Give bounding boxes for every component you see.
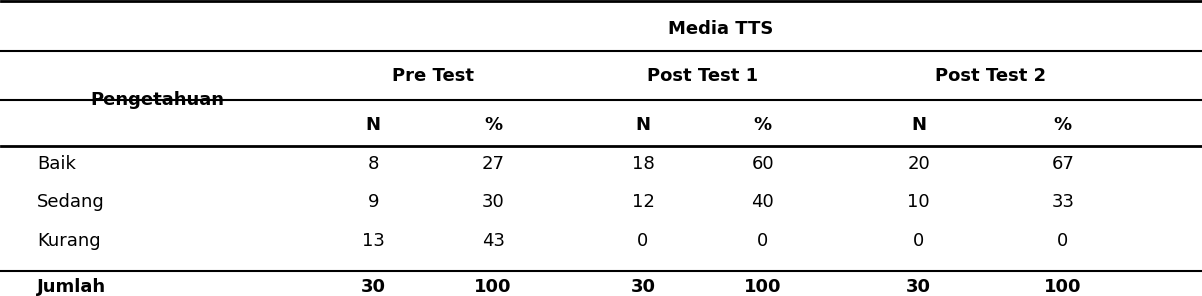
Text: 12: 12 xyxy=(631,193,654,211)
Text: 20: 20 xyxy=(908,155,930,173)
Text: 33: 33 xyxy=(1052,193,1075,211)
Text: 18: 18 xyxy=(631,155,654,173)
Text: Pengetahuan: Pengetahuan xyxy=(90,91,225,110)
Text: Sedang: Sedang xyxy=(37,193,105,211)
Text: 0: 0 xyxy=(637,232,649,250)
Text: 100: 100 xyxy=(744,279,781,296)
Text: 40: 40 xyxy=(751,193,774,211)
Text: Kurang: Kurang xyxy=(37,232,101,250)
Text: 60: 60 xyxy=(751,155,774,173)
Text: 0: 0 xyxy=(914,232,924,250)
Text: Post Test 2: Post Test 2 xyxy=(935,67,1046,85)
Text: 43: 43 xyxy=(482,232,505,250)
Text: 27: 27 xyxy=(482,155,505,173)
Text: N: N xyxy=(636,116,650,134)
Text: 30: 30 xyxy=(631,279,655,296)
Text: %: % xyxy=(1054,116,1072,134)
Text: 9: 9 xyxy=(368,193,379,211)
Text: 13: 13 xyxy=(362,232,385,250)
Text: %: % xyxy=(754,116,772,134)
Text: 100: 100 xyxy=(475,279,512,296)
Text: Media TTS: Media TTS xyxy=(668,20,774,38)
Text: %: % xyxy=(484,116,502,134)
Text: Pre Test: Pre Test xyxy=(392,67,474,85)
Text: Baik: Baik xyxy=(37,155,76,173)
Text: 0: 0 xyxy=(1057,232,1069,250)
Text: Jumlah: Jumlah xyxy=(37,279,107,296)
Text: 0: 0 xyxy=(757,232,768,250)
Text: 100: 100 xyxy=(1045,279,1082,296)
Text: 10: 10 xyxy=(908,193,930,211)
Text: Post Test 1: Post Test 1 xyxy=(648,67,758,85)
Text: 30: 30 xyxy=(482,193,505,211)
Text: 30: 30 xyxy=(906,279,932,296)
Text: N: N xyxy=(365,116,381,134)
Text: 30: 30 xyxy=(361,279,386,296)
Text: N: N xyxy=(911,116,927,134)
Text: 67: 67 xyxy=(1052,155,1075,173)
Text: 8: 8 xyxy=(368,155,379,173)
